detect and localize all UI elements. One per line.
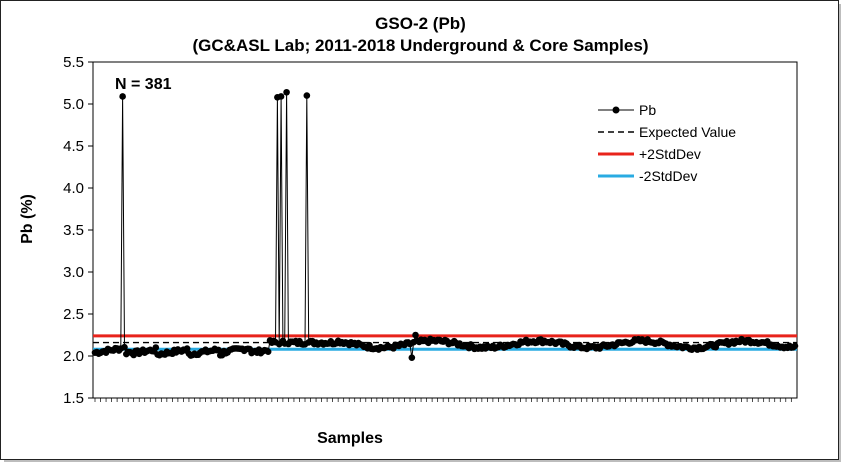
y-axis-label: Pb (%) — [19, 194, 36, 244]
pb-data-point — [283, 88, 290, 96]
chart-title: GSO-2 (Pb) — [375, 14, 466, 33]
x-axis-label: Samples — [317, 430, 383, 447]
y-tick-label: 1.5 — [63, 390, 84, 407]
legend-label: -2StdDev — [639, 168, 697, 184]
y-tick-label: 5.0 — [63, 96, 84, 113]
pb-data-point — [408, 354, 416, 361]
pb-data-point — [277, 93, 285, 100]
y-tick-label: 5.5 — [63, 54, 84, 71]
legend-label: Pb — [639, 102, 656, 118]
pb-data-point — [303, 92, 311, 99]
legend-label: +2StdDev — [639, 146, 701, 162]
legend-marker-pb — [612, 106, 620, 114]
pb-data-point — [215, 346, 222, 354]
pb-data-point — [264, 348, 272, 356]
pb-data-point — [119, 93, 126, 100]
pb-data-point — [412, 331, 419, 339]
pb-data-point — [183, 345, 191, 352]
y-tick-label: 4.0 — [63, 180, 84, 197]
y-tick-label: 2.0 — [63, 348, 84, 365]
pb-data-point — [121, 343, 128, 351]
sample-count-annotation: N = 381 — [115, 76, 172, 93]
chart-subtitle: (GC&ASL Lab; 2011-2018 Underground & Cor… — [192, 36, 649, 55]
y-tick-label: 2.5 — [63, 306, 84, 323]
pb-data-point — [791, 342, 799, 350]
y-tick-label: 3.5 — [63, 222, 84, 239]
y-tick-label: 3.0 — [63, 264, 84, 281]
y-tick-label: 4.5 — [63, 138, 84, 155]
pb-data-point — [152, 344, 160, 351]
legend-label: Expected Value — [639, 124, 736, 140]
